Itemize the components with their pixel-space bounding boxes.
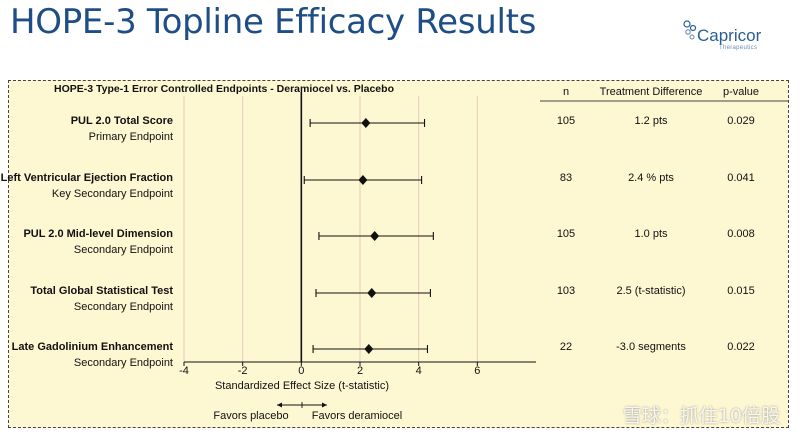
column-header-treatment-difference: Treatment Difference xyxy=(600,86,703,98)
favors-placebo-label: Favors placebo xyxy=(213,410,288,422)
column-header-n: n xyxy=(563,86,569,98)
row-n: 105 xyxy=(557,228,575,240)
row-p-value: 0.041 xyxy=(727,172,755,184)
chart-title: HOPE-3 Type-1 Error Controlled Endpoints… xyxy=(54,83,394,95)
endpoint-type: Secondary Endpoint xyxy=(74,244,173,256)
row-n: 105 xyxy=(557,115,575,127)
column-header-p-value: p-value xyxy=(723,86,759,98)
row-treatment-difference: 2.5 (t-statistic) xyxy=(616,285,685,297)
favors-left-arrowhead xyxy=(277,402,282,408)
company-logo: Capricor Therapeutics xyxy=(682,14,792,54)
row-p-value: 0.022 xyxy=(727,341,755,353)
favors-deramiocel-label: Favors deramiocel xyxy=(312,410,402,422)
capricor-logo-icon xyxy=(683,20,697,40)
favors-right-arrowhead xyxy=(322,402,327,408)
row-treatment-difference: 1.0 pts xyxy=(634,228,668,240)
row-n: 22 xyxy=(560,341,572,353)
x-tick-label: 6 xyxy=(474,365,480,377)
endpoint-type: Primary Endpoint xyxy=(89,131,173,143)
point-estimate-diamond xyxy=(370,231,380,241)
row-p-value: 0.029 xyxy=(727,115,755,127)
x-axis-label: Standardized Effect Size (t-statistic) xyxy=(215,380,389,392)
endpoint-name: PUL 2.0 Total Score xyxy=(71,115,173,127)
row-treatment-difference: 1.2 pts xyxy=(634,115,668,127)
x-tick-label: -2 xyxy=(238,365,248,377)
endpoint-name: PUL 2.0 Mid-level Dimension xyxy=(23,228,173,240)
row-p-value: 0.008 xyxy=(727,228,755,240)
endpoint-type: Key Secondary Endpoint xyxy=(52,188,173,200)
endpoint-type: Secondary Endpoint xyxy=(74,301,173,313)
endpoint-name: Total Global Statistical Test xyxy=(30,285,173,297)
endpoint-name: Late Gadolinium Enhancement xyxy=(12,341,174,353)
watermark: 雪球：抓住10倍股 xyxy=(622,405,780,427)
point-estimate-diamond xyxy=(364,344,374,354)
endpoint-name: Left Ventricular Ejection Fraction xyxy=(1,172,174,184)
point-estimate-diamond xyxy=(367,288,377,298)
forest-plot-panel xyxy=(8,80,789,428)
x-tick-label: 2 xyxy=(357,365,363,377)
logo-name: Capricor xyxy=(697,26,762,45)
endpoint-type: Secondary Endpoint xyxy=(74,357,173,369)
row-treatment-difference: 2.4 % pts xyxy=(628,172,674,184)
row-treatment-difference: -3.0 segments xyxy=(616,341,686,353)
x-tick-label: -4 xyxy=(179,365,189,377)
row-n: 83 xyxy=(560,172,572,184)
row-p-value: 0.015 xyxy=(727,285,755,297)
row-n: 103 xyxy=(557,285,575,297)
page-title: HOPE-3 Topline Efficacy Results xyxy=(10,2,537,42)
x-tick-label: 0 xyxy=(298,365,304,377)
logo-subtitle: Therapeutics xyxy=(719,45,758,51)
x-tick-label: 4 xyxy=(416,365,422,377)
point-estimate-diamond xyxy=(361,118,371,128)
point-estimate-diamond xyxy=(358,175,368,185)
